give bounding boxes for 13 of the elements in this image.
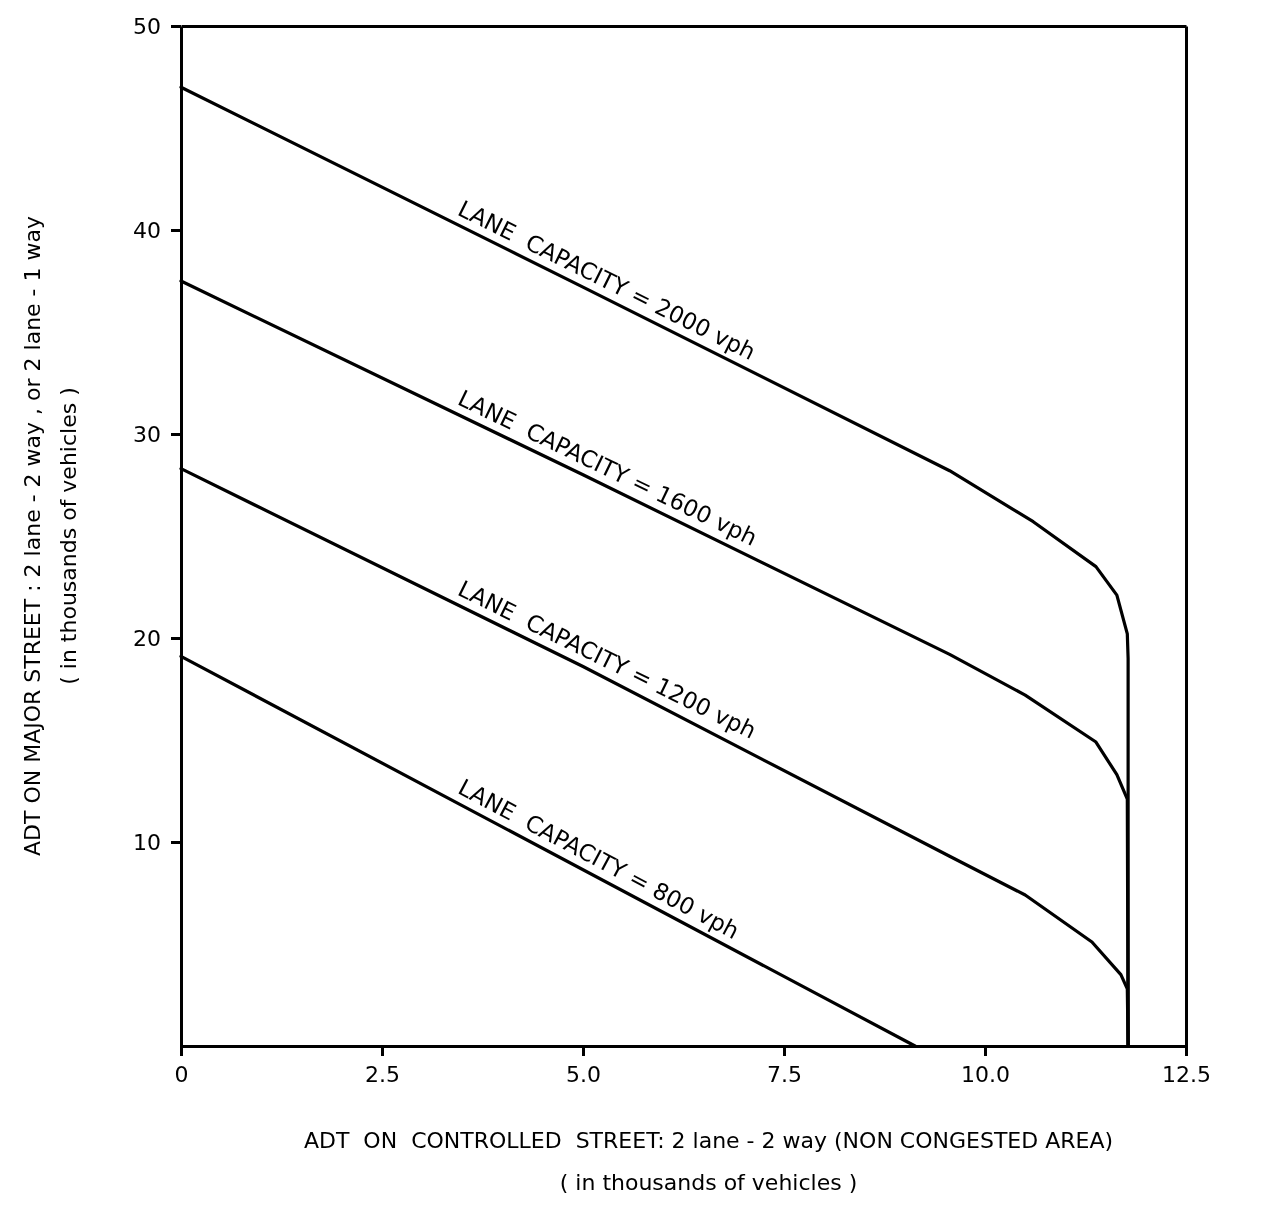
y-axis-title: ADT ON MAJOR STREET : 2 lane - 2 way , or 2 lane - 1 way ( in thousands of vehicles ): [20, 215, 81, 857]
y-tick-label: 20: [133, 625, 161, 651]
x-tick-label: 2.5: [365, 1061, 400, 1087]
x-tick-label: 12.5: [1162, 1061, 1211, 1087]
y-tick-label: 40: [133, 217, 161, 243]
x-tick-label: 7.5: [767, 1061, 802, 1087]
x-tick-label: 0: [174, 1061, 189, 1087]
x-tick-label: 10.0: [961, 1061, 1010, 1087]
x-tick-label: 5.0: [566, 1061, 601, 1087]
y-tick-label: 50: [133, 13, 161, 39]
y-tick-label: 30: [133, 421, 161, 447]
x-axis-title: ADT ON CONTROLLED STREET: 2 lane - 2 way (NON CONGESTED AREA) ( in thousands of vehicles ): [303, 1128, 1114, 1195]
y-tick-label: 10: [133, 829, 161, 855]
